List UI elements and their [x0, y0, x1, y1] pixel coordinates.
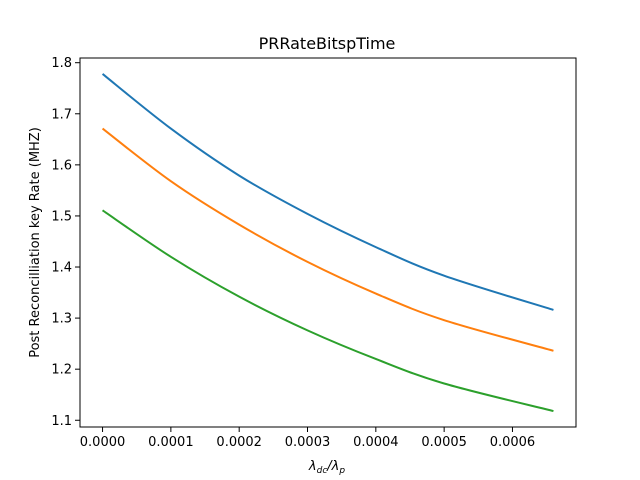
x-label-sub-p: p	[338, 466, 345, 476]
y-tick-label: 1.6	[51, 158, 72, 173]
x-label-lambda: λ	[308, 459, 317, 474]
y-axis-label: Post Reconcilliation key Rate (MHZ)	[28, 127, 43, 358]
x-tick-label: 0.0001	[148, 435, 194, 450]
chart-title: PRRateBitspTime	[259, 34, 396, 53]
x-label-sub-dc: dc	[317, 466, 328, 476]
y-axis-ticks: 1.1 1.2 1.3 1.4 1.5 1.6 1.7 1.8	[51, 56, 80, 429]
x-axis-ticks: 0.0000 0.0001 0.0002 0.0003 0.0004 0.0005 0.00…	[80, 427, 535, 450]
series-line-1	[101, 73, 554, 311]
x-tick-label: 0.0004	[353, 435, 399, 450]
y-tick-label: 1.7	[51, 107, 72, 122]
series-line-3	[101, 209, 554, 413]
y-tick-label: 1.3	[51, 312, 72, 327]
x-tick-label: 0.0005	[421, 435, 467, 450]
y-tick-label: 1.4	[51, 261, 72, 276]
x-axis-label: λdc/λp	[308, 459, 345, 476]
x-tick-label: 0.0000	[80, 435, 126, 450]
y-tick-label: 1.5	[51, 209, 72, 224]
x-tick-label: 0.0006	[490, 435, 536, 450]
series-layer	[101, 73, 554, 413]
plot-frame	[79, 57, 577, 428]
x-label-slash-lambda: /λ	[326, 459, 339, 474]
x-tick-label: 0.0003	[285, 435, 331, 450]
y-tick-label: 1.1	[51, 414, 72, 429]
series-line-2	[101, 127, 554, 352]
y-tick-label: 1.8	[51, 56, 72, 71]
y-tick-label: 1.2	[51, 363, 72, 378]
x-tick-label: 0.0002	[216, 435, 262, 450]
